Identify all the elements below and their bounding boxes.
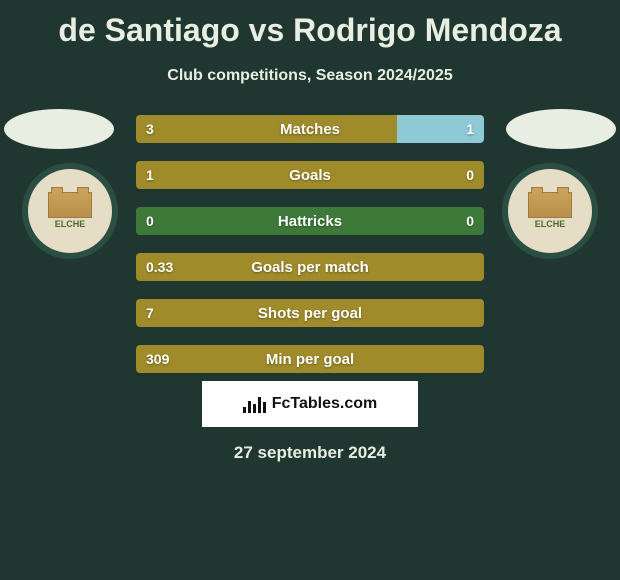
stat-row: 00Hattricks	[136, 207, 484, 235]
stat-label: Goals	[136, 161, 484, 189]
club-badge-right: ELCHE	[502, 163, 598, 259]
bar-chart-icon	[243, 395, 266, 413]
stat-row: 0.33Goals per match	[136, 253, 484, 281]
club-badge-text: ELCHE	[535, 220, 566, 229]
stat-bars: 31Matches 10Goals 00Hattricks 0.33Goals per…	[136, 115, 484, 391]
castle-icon	[48, 192, 92, 218]
stat-row: 10Goals	[136, 161, 484, 189]
stat-label: Min per goal	[136, 345, 484, 373]
club-badge-text: ELCHE	[55, 220, 86, 229]
stat-label: Matches	[136, 115, 484, 143]
stat-label: Goals per match	[136, 253, 484, 281]
player-silhouette-right	[506, 109, 616, 149]
player-silhouette-left	[4, 109, 114, 149]
footer-date: 27 september 2024	[0, 443, 620, 463]
stat-row: 309Min per goal	[136, 345, 484, 373]
subtitle: Club competitions, Season 2024/2025	[0, 67, 620, 85]
stat-row: 7Shots per goal	[136, 299, 484, 327]
brand-text: FcTables.com	[272, 395, 378, 413]
page-title: de Santiago vs Rodrigo Mendoza	[0, 0, 620, 49]
castle-icon	[528, 192, 572, 218]
stat-row: 31Matches	[136, 115, 484, 143]
stat-label: Shots per goal	[136, 299, 484, 327]
stat-label: Hattricks	[136, 207, 484, 235]
club-badge-left: ELCHE	[22, 163, 118, 259]
